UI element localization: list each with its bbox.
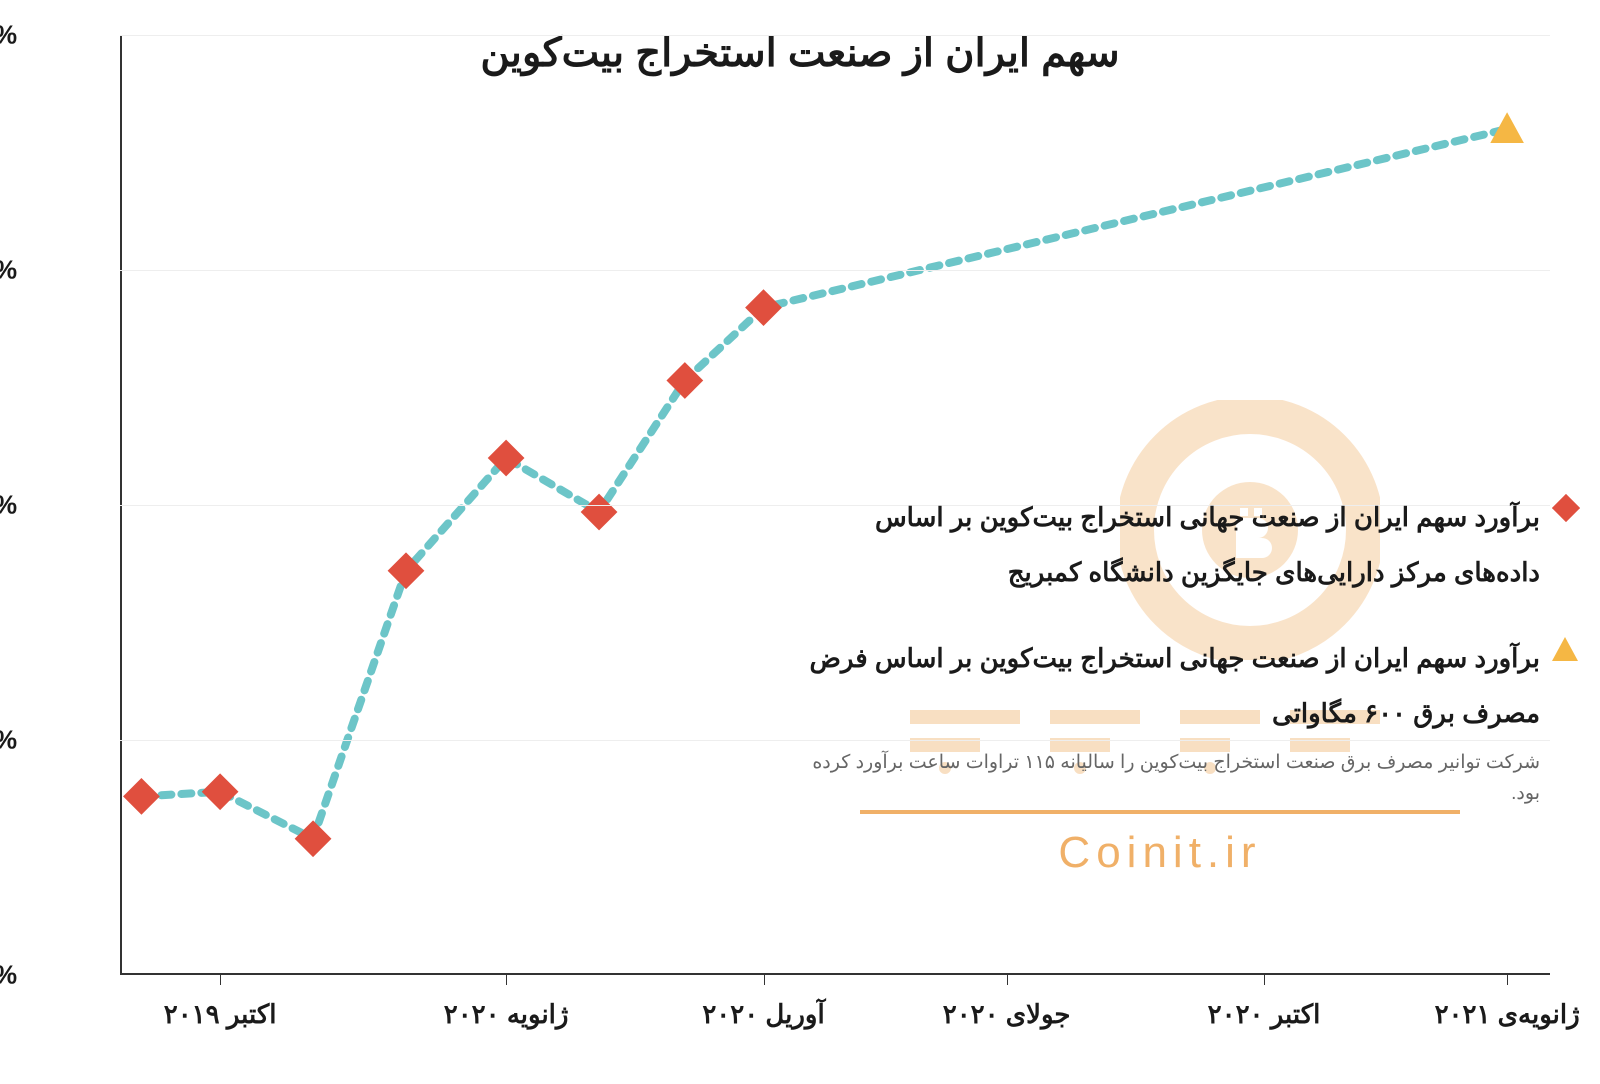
y-tick-label: ١% [0,960,60,991]
y-tick-label: ٣% [0,490,60,521]
y-tick-label: ٢% [0,725,60,756]
chart-container: سهم ایران از صنعت استخراج بیت‌کوین [0,0,1600,1084]
x-tick-mark [764,975,765,985]
x-tick-mark [1507,975,1508,985]
diamond-icon [1552,494,1580,527]
x-tick-mark [506,975,507,985]
data-point-diamond [123,778,160,815]
legend-subtext-2: شرکت توانیر مصرف برق صنعت استخراج بیت‌کو… [790,748,1540,809]
x-tick-mark [220,975,221,985]
data-point-triangle [1490,112,1524,143]
y-tick-label: ۴% [0,255,60,286]
y-tick-label: ۵% [0,20,60,51]
x-tick-label: ژانویه ٢٠٢٠ [444,999,569,1030]
x-tick-label: جولای ٢٠٢٠ [943,999,1071,1030]
x-tick-mark [1007,975,1008,985]
gridline [120,270,1550,271]
x-tick-mark [1264,975,1265,985]
legend: برآورد سهم ایران از صنعت جهانی استخراج ب… [790,490,1540,841]
legend-item-600mw: برآورد سهم ایران از صنعت جهانی استخراج ب… [790,631,1540,809]
triangle-icon [1550,635,1580,668]
data-point-diamond [202,773,239,810]
legend-text-2: برآورد سهم ایران از صنعت جهانی استخراج ب… [790,631,1540,740]
data-point-diamond [295,820,332,857]
x-tick-label: ژانویه‌ی ٢٠٢١ [1435,999,1580,1030]
x-tick-label: آوریل ٢٠٢٠ [702,999,824,1030]
gridline [120,35,1550,36]
legend-text-1: برآورد سهم ایران از صنعت جهانی استخراج ب… [790,490,1540,599]
legend-item-cambridge: برآورد سهم ایران از صنعت جهانی استخراج ب… [790,490,1540,599]
x-tick-label: اکتبر ٢٠٢٠ [1208,999,1321,1030]
x-tick-label: اکتبر ٢٠١٩ [164,999,277,1030]
